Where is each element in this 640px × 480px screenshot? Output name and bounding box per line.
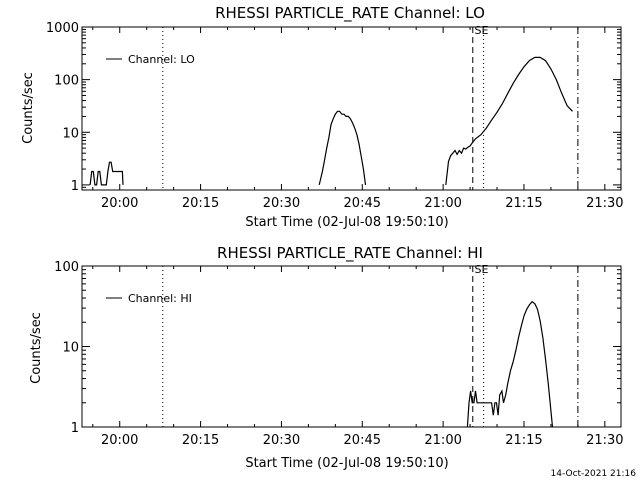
y-tick-label-lo: 1000 [46,21,79,36]
marker-label-lo: SE [475,24,489,37]
series-line-lo [89,161,124,186]
panel-hi: RHESSI PARTICLE_RATE Channel: HI Counts/… [29,244,624,471]
x-tick-label-hi: 21:00 [424,433,461,448]
y-axis-label-lo: Counts/sec [21,72,36,144]
series-line-hi [466,300,554,428]
chart-title-hi: RHESSI PARTICLE_RATE Channel: HI [217,244,483,263]
marker-label-hi: SE [475,263,489,276]
footer-timestamp: 14-Oct-2021 21:16 [551,469,637,479]
y-tick-label-lo: 100 [54,74,79,89]
x-tick-label-lo: 21:15 [505,196,542,211]
x-tick-label-lo: 21:30 [586,196,623,211]
chart-title-lo: RHESSI PARTICLE_RATE Channel: LO [215,4,485,23]
y-tick-label-hi: 10 [62,341,79,356]
x-tick-label-lo: 20:30 [263,196,300,211]
y-tick-label-lo: 1 [71,179,79,194]
y-axis-label-hi: Counts/sec [29,312,44,384]
legend-label-hi: Channel: HI [128,292,192,305]
y-tick-label-hi: 1 [71,421,79,436]
x-tick-label-hi: 21:30 [586,433,623,448]
series-line-lo [318,110,367,186]
x-tick-label-lo: 20:00 [101,196,138,211]
y-tick-label-lo: 10 [62,126,79,141]
x-tick-label-hi: 20:15 [182,433,219,448]
x-tick-label-lo: 20:45 [344,196,381,211]
y-tick-label-hi: 100 [54,260,79,275]
legend-label-lo: Channel: LO [128,53,195,66]
x-axis-label-lo: Start Time (02-Jul-08 19:50:10) [245,215,448,230]
x-tick-label-hi: 20:30 [263,433,300,448]
x-tick-label-lo: 21:00 [424,196,461,211]
x-tick-label-hi: 20:00 [101,433,138,448]
plot-marks-lo: 20:00 20:15 20:30 20:45 21:00 21:15 21:30 1 10 10… [46,21,624,211]
x-tick-label-lo: 20:15 [182,196,219,211]
x-tick-label-hi: 20:45 [344,433,381,448]
plot-frame-lo [81,26,622,191]
panel-lo: RHESSI PARTICLE_RATE Channel: LO Counts/… [21,4,624,230]
plot-marks-hi: 20:00 20:15 20:30 20:45 21:00 21:15 21:30 1 10 10… [54,260,623,448]
x-axis-label-hi: Start Time (02-Jul-08 19:50:10) [245,456,448,471]
series-line-lo [445,56,573,185]
x-tick-label-hi: 21:15 [505,433,542,448]
